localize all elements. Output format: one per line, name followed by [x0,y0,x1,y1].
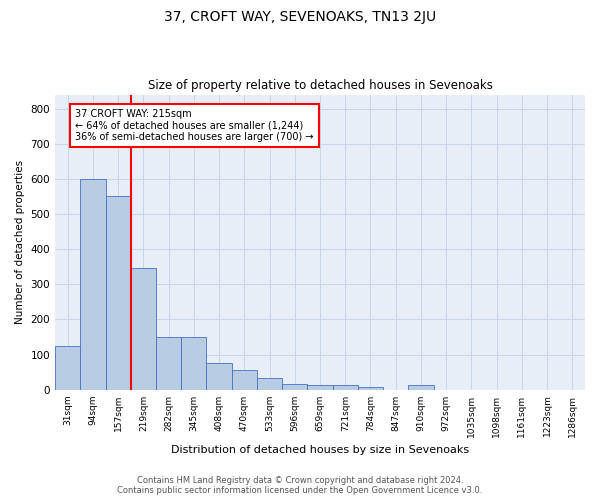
Bar [131,268,156,390]
Text: 37 CROFT WAY: 215sqm
← 64% of detached houses are smaller (1,244)
36% of semi-de: 37 CROFT WAY: 215sqm ← 64% of detached h… [75,108,314,142]
Bar [80,179,106,390]
Bar [257,378,282,390]
Bar [106,196,131,390]
Text: Contains HM Land Registry data © Crown copyright and database right 2024.
Contai: Contains HM Land Registry data © Crown c… [118,476,482,495]
Bar [409,386,434,390]
X-axis label: Distribution of detached houses by size in Sevenoaks: Distribution of detached houses by size … [171,445,469,455]
Bar [156,337,181,390]
Bar [181,337,206,390]
Title: Size of property relative to detached houses in Sevenoaks: Size of property relative to detached ho… [148,79,493,92]
Bar [282,384,307,390]
Bar [55,346,80,390]
Bar [332,385,358,390]
Bar [307,385,332,390]
Y-axis label: Number of detached properties: Number of detached properties [15,160,25,324]
Bar [232,370,257,390]
Bar [206,364,232,390]
Text: 37, CROFT WAY, SEVENOAKS, TN13 2JU: 37, CROFT WAY, SEVENOAKS, TN13 2JU [164,10,436,24]
Bar [358,387,383,390]
